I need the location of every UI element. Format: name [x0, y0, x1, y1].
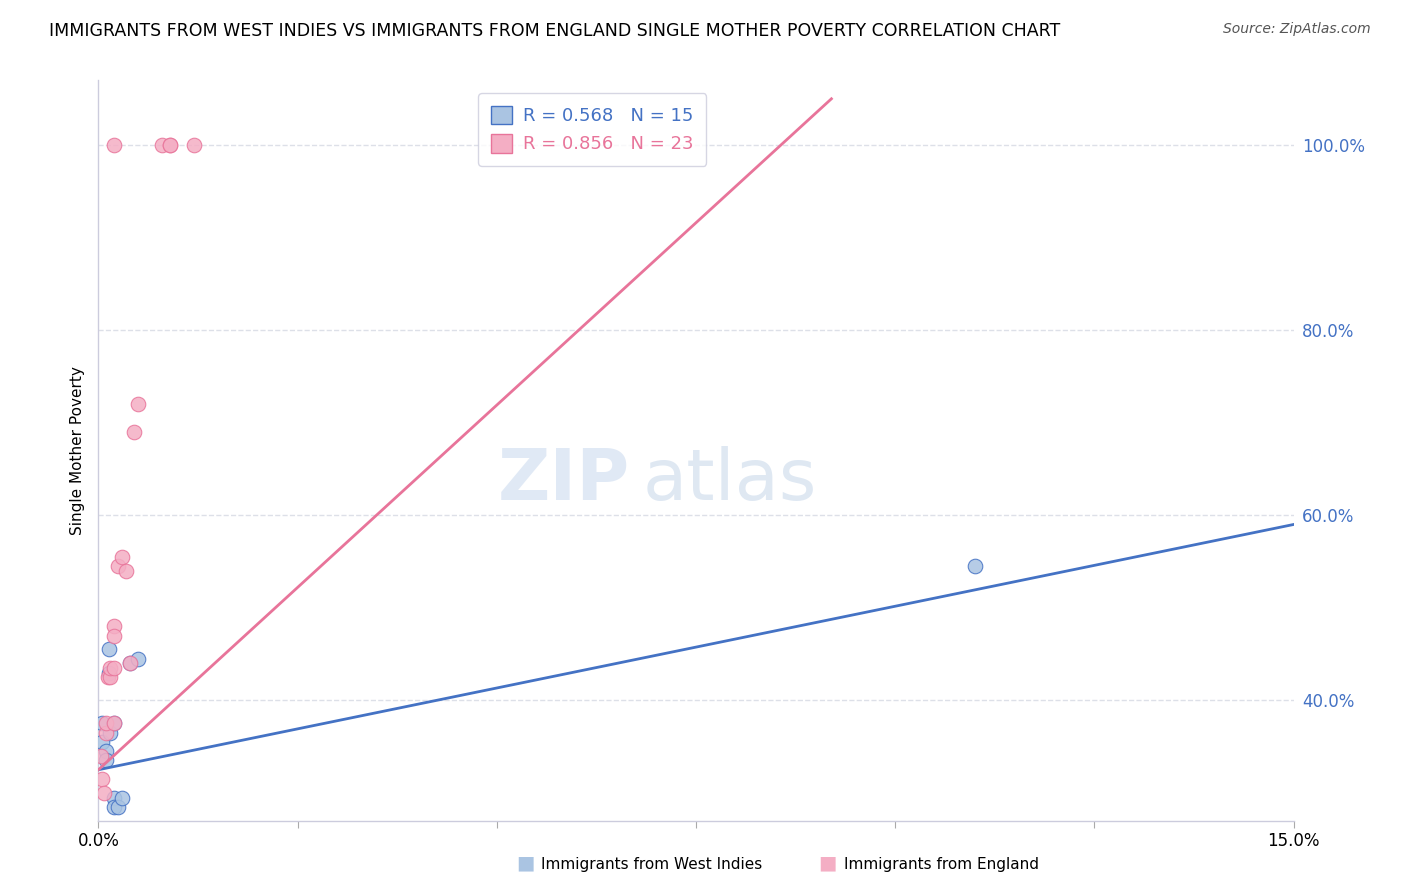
Point [127, 651, 149, 665]
Point [120, 657, 142, 671]
Point [103, 716, 125, 731]
Point [97, 665, 120, 680]
Point [96, 716, 118, 731]
Point [103, 799, 125, 814]
Point [91, 735, 114, 749]
Point [107, 799, 129, 814]
Point [97, 670, 120, 684]
Text: IMMIGRANTS FROM WEST INDIES VS IMMIGRANTS FROM ENGLAND SINGLE MOTHER POVERTY COR: IMMIGRANTS FROM WEST INDIES VS IMMIGRANT… [49, 22, 1060, 40]
Text: Immigrants from England: Immigrants from England [844, 857, 1039, 872]
Point [93, 786, 115, 800]
Point [90, 748, 112, 763]
Text: Immigrants from West Indies: Immigrants from West Indies [541, 857, 762, 872]
Point [120, 657, 142, 671]
Text: ■: ■ [516, 854, 534, 872]
Point [98, 725, 122, 739]
Point [103, 790, 125, 805]
Text: ZIP: ZIP [498, 446, 630, 515]
Y-axis label: Single Mother Poverty: Single Mother Poverty [69, 366, 84, 535]
Point [127, 397, 149, 411]
Point [103, 716, 125, 731]
Point [97, 642, 120, 657]
Point [103, 629, 125, 643]
Point [96, 754, 118, 768]
Point [111, 790, 134, 805]
Point [98, 661, 122, 675]
Point [183, 138, 205, 153]
Point [159, 138, 181, 153]
Text: ■: ■ [818, 854, 837, 872]
Point [103, 661, 125, 675]
Point [91, 716, 114, 731]
Point [107, 559, 129, 574]
Legend: R = 0.568   N = 15, R = 0.856   N = 23: R = 0.568 N = 15, R = 0.856 N = 23 [478, 93, 706, 166]
Point [124, 425, 146, 439]
Text: Source: ZipAtlas.com: Source: ZipAtlas.com [1223, 22, 1371, 37]
Point [103, 619, 125, 633]
Point [115, 564, 138, 578]
Point [98, 670, 122, 684]
Point [91, 772, 114, 786]
Point [96, 725, 118, 739]
Point [963, 559, 986, 574]
Point [103, 138, 125, 153]
Text: atlas: atlas [643, 446, 817, 515]
Point [150, 138, 173, 153]
Point [111, 549, 134, 564]
Point [159, 138, 181, 153]
Point [96, 744, 118, 758]
